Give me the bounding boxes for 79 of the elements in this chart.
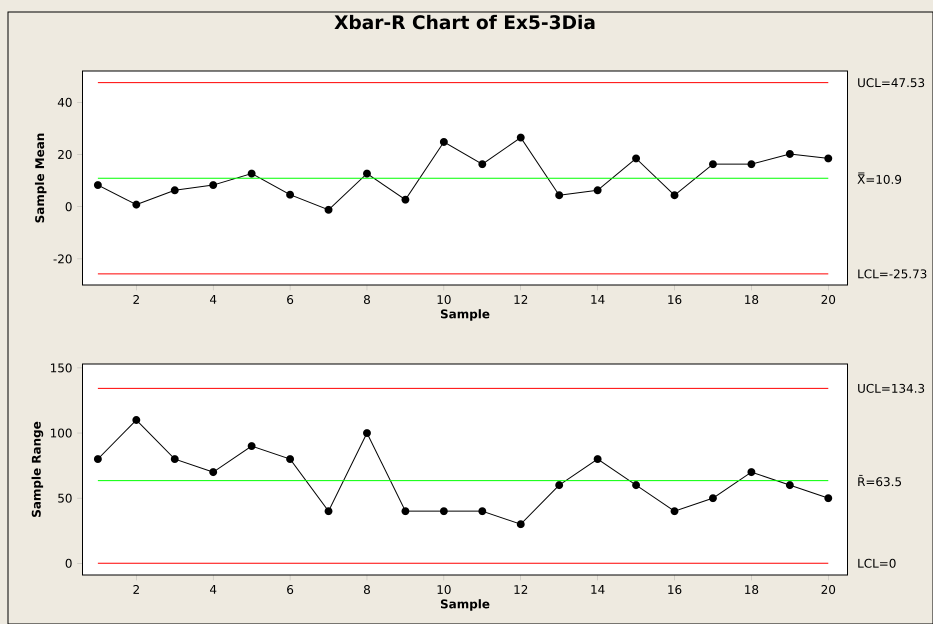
y-tick-label: 50 [58, 494, 72, 503]
x-tick-label: 6 [287, 585, 294, 594]
y-axis-title: Sample Range [32, 422, 44, 517]
x-tick-label: 2 [133, 295, 139, 304]
chart-title: Xbar-R Chart of Ex5-3Dia [334, 14, 594, 30]
point [440, 507, 448, 516]
point [516, 134, 525, 142]
ref-line-label: R̄=63.5 [858, 474, 902, 486]
point [324, 206, 332, 214]
x-tick-label: 20 [822, 585, 836, 594]
x-tick-label: 18 [745, 295, 758, 304]
point [478, 507, 486, 516]
point [555, 481, 564, 490]
ref-line-label: X̿=10.9 [857, 172, 902, 184]
x-tick-label: 10 [438, 585, 451, 594]
x-tick-label: 8 [364, 295, 370, 304]
ref-line-label: UCL=134.3 [858, 384, 924, 393]
point [747, 160, 756, 168]
point [132, 416, 140, 424]
x-tick-label: 8 [364, 585, 370, 594]
point [516, 520, 525, 528]
x-tick-label: 14 [591, 585, 605, 594]
y-tick-label: 100 [50, 428, 72, 438]
point [170, 186, 179, 194]
x-axis-title: Sample [440, 309, 490, 321]
y-tick-label: 40 [58, 98, 72, 107]
x-tick-label: 4 [210, 295, 216, 304]
y-axis-title: Sample Mean [34, 134, 46, 222]
point [401, 196, 410, 204]
point [708, 494, 717, 502]
x-tick-label: 20 [822, 295, 836, 304]
ref-line-label: LCL=-25.73 [858, 269, 926, 278]
point [324, 507, 332, 516]
point [555, 191, 564, 200]
point [594, 186, 602, 194]
point [632, 154, 640, 162]
point [708, 160, 717, 168]
point [363, 429, 371, 437]
point [401, 507, 410, 516]
point [824, 154, 832, 162]
x-tick-label: 14 [591, 295, 605, 304]
point [786, 481, 794, 490]
point [94, 181, 102, 190]
ref-line-label: LCL=0 [858, 558, 896, 568]
point [286, 190, 294, 199]
x-tick-label: 12 [514, 585, 528, 594]
point [209, 468, 218, 476]
point [632, 481, 640, 490]
point [478, 160, 486, 168]
point [594, 455, 602, 464]
x-tick-label: 4 [210, 585, 216, 594]
point [286, 455, 294, 464]
x-tick-label: 16 [668, 585, 682, 594]
point [670, 507, 678, 516]
point [440, 138, 448, 146]
y-tick-label: 0 [66, 558, 72, 568]
point [786, 150, 794, 158]
point [94, 455, 102, 464]
ref-line-label: UCL=47.53 [858, 78, 924, 88]
point [248, 170, 256, 178]
y-tick-label: 150 [50, 363, 72, 372]
point [209, 181, 218, 190]
point [747, 468, 756, 476]
x-tick-label: 10 [438, 295, 451, 304]
point [670, 191, 678, 200]
x-tick-label: 2 [133, 585, 139, 594]
y-tick-label: -20 [54, 254, 72, 264]
x-tick-label: 16 [668, 295, 682, 304]
point [132, 200, 140, 209]
point [824, 494, 832, 502]
x-tick-label: 18 [745, 585, 758, 594]
x-axis-title: Sample [440, 599, 490, 611]
y-tick-label: 20 [58, 150, 72, 160]
point [248, 442, 256, 450]
point [363, 170, 371, 178]
y-tick-label: 0 [66, 202, 72, 212]
point [170, 455, 179, 464]
x-tick-label: 6 [287, 295, 294, 304]
x-tick-label: 12 [514, 295, 528, 304]
